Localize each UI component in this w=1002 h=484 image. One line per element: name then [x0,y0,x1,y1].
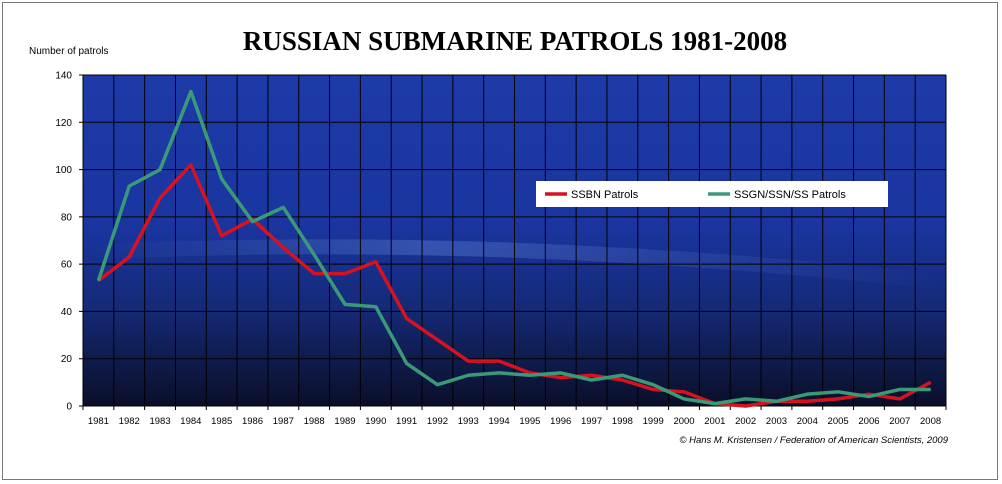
x-tick-label: 1986 [242,416,263,427]
data-point [806,393,808,395]
data-point [745,405,747,407]
data-point [159,169,161,171]
data-point [714,403,716,405]
data-point [375,306,377,308]
data-point [436,384,438,386]
credit-text: © Hans M. Kristensen / Federation of Ame… [679,435,948,446]
x-tick-label: 1995 [519,416,540,427]
data-point [652,388,654,390]
data-point [344,273,346,275]
data-point [683,391,685,393]
data-point [806,400,808,402]
x-tick-label: 2005 [828,416,849,427]
x-tick-label: 1996 [550,416,571,427]
data-point [467,374,469,376]
x-tick-label: 1994 [489,416,510,427]
data-point [683,398,685,400]
data-point [406,362,408,364]
data-point [652,384,654,386]
data-point [837,391,839,393]
data-point [282,206,284,208]
data-point [128,256,130,258]
x-tick-label: 2000 [673,416,694,427]
y-axis-label: Number of patrols [29,46,109,57]
data-point [775,400,777,402]
x-tick-label: 1997 [581,416,602,427]
x-tick-label: 2003 [766,416,787,427]
x-tick-label: 1981 [88,416,109,427]
x-tick-label: 2008 [920,416,941,427]
data-point [899,388,901,390]
y-tick-label: 60 [61,260,73,271]
y-tick-label: 0 [66,402,72,413]
x-tick-label: 1984 [180,416,201,427]
x-tick-label: 1985 [211,416,232,427]
data-point [868,396,870,398]
series-line-ssgn [96,89,931,406]
y-tick-label: 40 [61,307,73,318]
x-tick-label: 1989 [334,416,355,427]
x-tick-label: 1982 [119,416,140,427]
data-point [899,398,901,400]
data-point [221,178,223,180]
x-tick-label: 2004 [797,416,818,427]
data-point [313,273,315,275]
data-point [930,388,932,390]
y-tick-label: 140 [55,71,72,82]
legend-label: SSBN Patrols [571,189,639,201]
data-point [930,381,932,383]
y-tick-label: 80 [61,212,73,223]
data-point [621,379,623,381]
data-point [868,393,870,395]
y-tick-label: 100 [55,165,72,176]
data-point [252,221,254,223]
data-point [498,360,500,362]
data-point [221,235,223,237]
x-tick-label: 1983 [149,416,170,427]
data-point [560,377,562,379]
data-point [375,261,377,263]
x-tick-label: 1991 [396,416,417,427]
chart-title: RUSSIAN SUBMARINE PATROLS 1981-2008 [242,26,788,56]
data-point [344,303,346,305]
series-line-ssbn [97,163,932,408]
data-point [97,280,99,282]
x-tick-label: 1988 [304,416,325,427]
x-tick-label: 2002 [735,416,756,427]
data-point [745,398,747,400]
y-tick-label: 20 [61,354,73,365]
legend-label: SSGN/SSN/SS Patrols [734,189,846,201]
data-point [560,372,562,374]
x-tick-label: 1993 [458,416,479,427]
data-point [498,372,500,374]
data-point [529,372,531,374]
data-point [467,360,469,362]
x-tick-label: 2001 [704,416,725,427]
data-point [313,254,315,256]
x-tick-label: 1999 [643,416,664,427]
data-point [436,339,438,341]
x-tick-label: 1990 [365,416,386,427]
x-tick-label: 1987 [273,416,294,427]
data-point [406,318,408,320]
data-point [837,398,839,400]
data-point [128,185,130,187]
x-tick-label: 1992 [427,416,448,427]
data-point [190,91,192,93]
x-tick-label: 1998 [612,416,633,427]
data-point [190,164,192,166]
data-point [159,197,161,199]
data-point [282,247,284,249]
y-tick-label: 120 [55,118,72,129]
data-point [529,374,531,376]
data-point [591,374,593,376]
data-point [621,374,623,376]
x-tick-label: 2007 [889,416,910,427]
data-point [591,379,593,381]
x-tick-label: 2006 [858,416,879,427]
